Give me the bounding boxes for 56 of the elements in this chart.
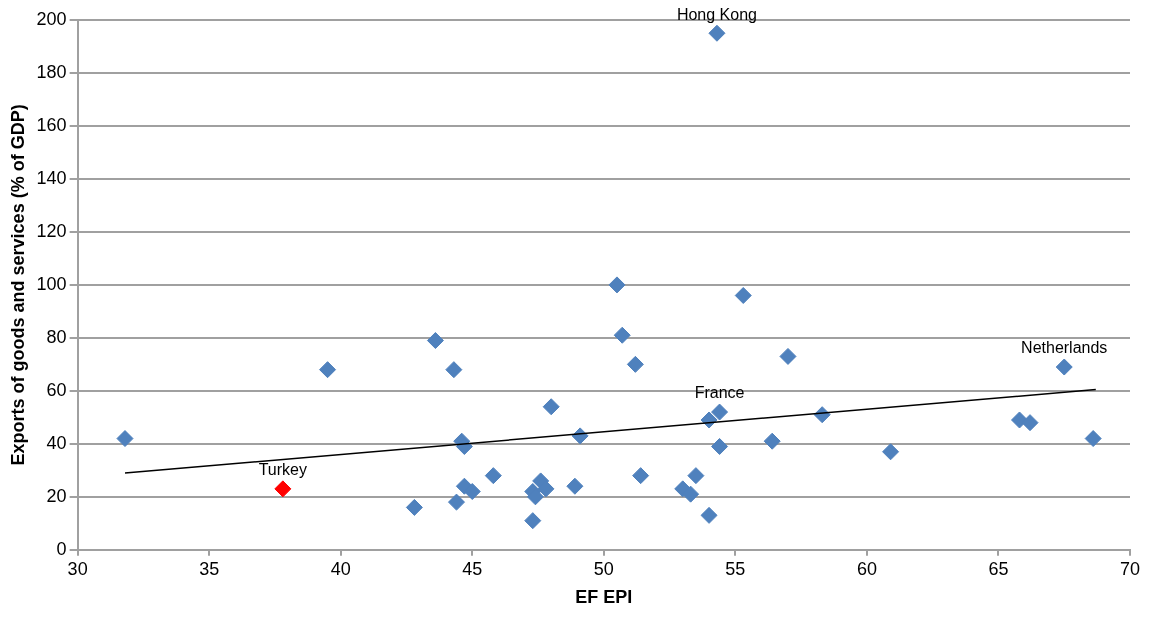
x-tick-label: 55 (725, 558, 746, 579)
point (613, 326, 631, 344)
y-tick-label: 120 (36, 220, 67, 241)
point (763, 432, 781, 450)
y-tick-label: 0 (56, 538, 67, 559)
x-tick-label: 60 (856, 558, 877, 579)
point (700, 506, 718, 524)
point (779, 347, 797, 365)
y-axis-title: Exports of goods and services (% of GDP) (7, 104, 28, 466)
annotation: France (694, 384, 745, 402)
point (1021, 414, 1039, 432)
point (445, 361, 463, 379)
point (405, 498, 423, 516)
y-tick-label: 20 (46, 485, 67, 506)
point (734, 287, 752, 304)
point (274, 480, 292, 498)
x-tick-label: 40 (330, 558, 351, 579)
y-tick-label: 180 (36, 61, 67, 82)
y-tick-label: 40 (46, 432, 67, 453)
point (632, 467, 650, 485)
y-tick-label: 60 (46, 379, 67, 400)
point (608, 276, 626, 294)
point (524, 512, 542, 530)
point (319, 361, 337, 379)
point (463, 483, 481, 501)
y-tick-label: 100 (36, 273, 67, 294)
x-axis-title: EF EPI (575, 587, 633, 608)
x-tick-label: 30 (67, 558, 88, 579)
x-tick-label: 35 (199, 558, 220, 579)
point (711, 437, 729, 455)
annotation: Turkey (258, 461, 307, 479)
point (484, 467, 502, 485)
point (537, 480, 555, 498)
point (711, 403, 729, 421)
point (447, 493, 465, 511)
y-tick-label: 80 (46, 326, 67, 347)
point (708, 24, 726, 42)
point (426, 332, 444, 350)
annotation: Hong Kong (676, 5, 757, 23)
x-tick-label: 50 (593, 558, 614, 579)
y-tick-label: 160 (36, 114, 67, 135)
point (1084, 430, 1102, 448)
point (882, 443, 900, 461)
point (116, 430, 134, 448)
annotation: Netherlands (1021, 339, 1108, 357)
y-tick-label: 200 (36, 8, 67, 29)
x-tick-label: 45 (462, 558, 483, 579)
point (1055, 358, 1073, 376)
point (542, 398, 560, 416)
point (566, 477, 584, 495)
x-tick-label: 65 (988, 558, 1009, 579)
point (687, 467, 705, 485)
y-tick-label: 140 (36, 167, 67, 188)
point (626, 355, 644, 373)
point (682, 485, 700, 503)
x-tick-label: 70 (1119, 558, 1141, 579)
